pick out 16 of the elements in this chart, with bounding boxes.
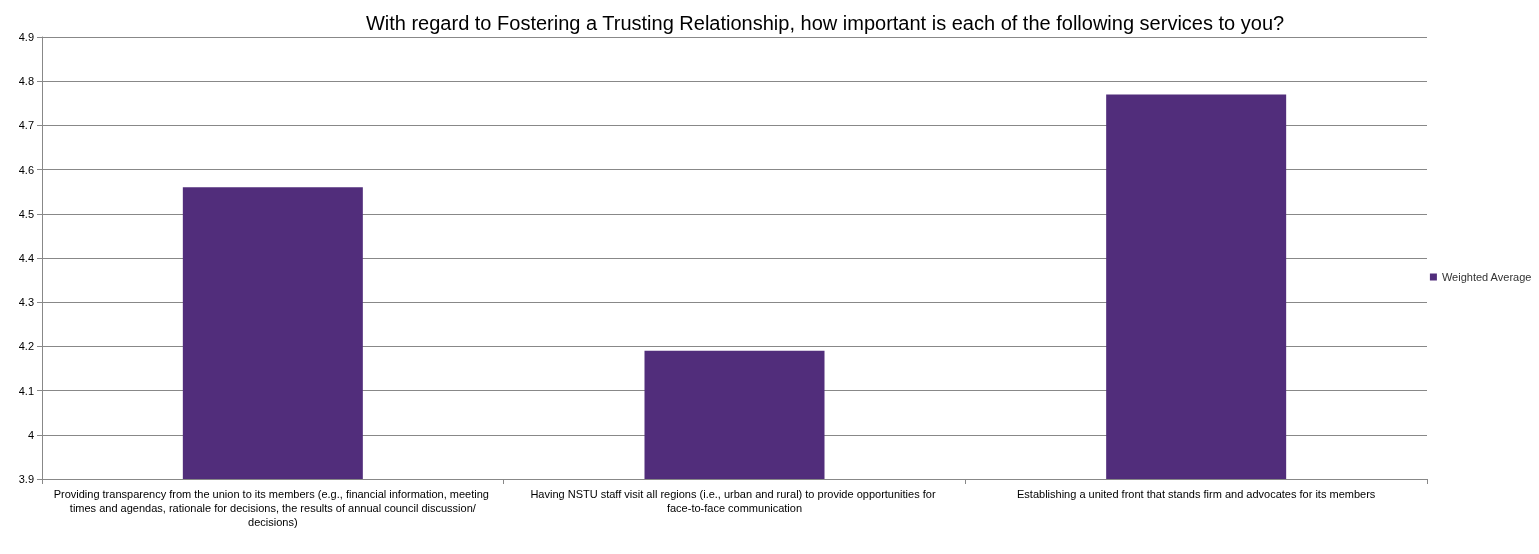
legend-label: Weighted Average	[1441, 271, 1532, 283]
x-tick-label: Establishing a united front that stands firm and advocates for its members	[1017, 488, 1376, 500]
y-tick-label: 4.8	[18, 75, 34, 88]
y-tick-label: 4.1	[18, 384, 34, 397]
y-tick-label: 4.9	[18, 31, 34, 43]
y-tick-label: 4	[27, 428, 34, 441]
y-tick-label: 4.4	[18, 252, 34, 264]
y-tick-label: 4.5	[18, 207, 34, 220]
y-tick-label: 4.2	[18, 340, 34, 353]
y-tick-label: 4.6	[18, 163, 34, 176]
chart-title: With regard to Fostering a Trusting Relationship, how important is each of the following services to you?	[365, 12, 1285, 34]
y-tick-label: 4.3	[18, 296, 34, 309]
y-tick-label: 4.7	[18, 119, 34, 132]
y-tick-label: 3.9	[18, 473, 34, 485]
x-tick-label: Providing transparency from the union to its members (e.g., financial information, meeting times and agendas, rationale for decisions, the results of annual council discussion/decisions)	[53, 488, 493, 528]
x-tick-label: Having NSTU staff visit all regions (i.e., urban and rural) to provide opportunities for face-to-face communication	[530, 488, 939, 514]
